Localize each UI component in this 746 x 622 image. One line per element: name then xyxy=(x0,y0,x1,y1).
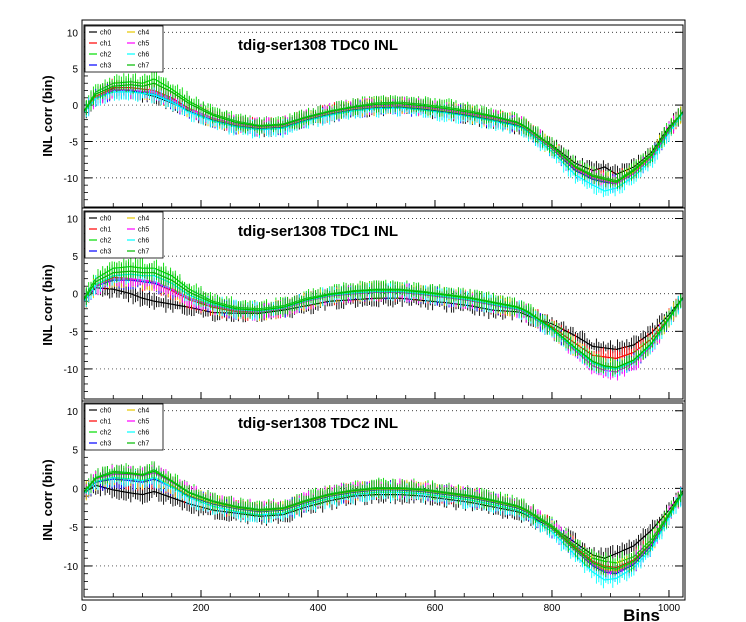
x-tick-label: 600 xyxy=(427,603,444,614)
y-tick-label: -5 xyxy=(69,137,78,148)
legend-label-ch3: ch3 xyxy=(100,63,111,70)
y-tick-label: -5 xyxy=(69,327,78,338)
y-tick-label: -5 xyxy=(69,523,78,534)
legend-label-ch7: ch7 xyxy=(138,441,149,448)
legend-label-ch4: ch4 xyxy=(138,30,149,37)
legend-label-ch0: ch0 xyxy=(100,408,111,415)
y-tick-label: 5 xyxy=(72,446,78,457)
legend-label-ch2: ch2 xyxy=(100,430,111,437)
legend: ch0 ch1 ch2 ch3 ch4 ch5 ch6 ch7 xyxy=(84,211,164,259)
legend-label-ch5: ch5 xyxy=(138,419,149,426)
y-axis-label: INL corr (bin) xyxy=(40,75,55,156)
x-tick-label: 400 xyxy=(310,603,327,614)
series-line-ch7 xyxy=(83,470,684,570)
legend-label-ch5: ch5 xyxy=(138,227,149,234)
y-tick-label: 10 xyxy=(67,215,79,226)
y-tick-label: 5 xyxy=(72,252,78,263)
legend-label-ch6: ch6 xyxy=(138,238,149,245)
legend-label-ch7: ch7 xyxy=(138,249,149,256)
x-axis-label: Bins xyxy=(623,606,660,622)
chart-title: tdig-ser1308 TDC0 INL xyxy=(238,37,398,54)
y-axis-label: INL corr (bin) xyxy=(40,459,55,540)
legend-box xyxy=(84,211,164,259)
series-line-ch7 xyxy=(83,270,684,369)
y-tick-label: -10 xyxy=(64,562,79,573)
legend-label-ch5: ch5 xyxy=(138,41,149,48)
chart-panel-0: -10 -5 0 5 10 INL corr (bin) tdig-ser1308 TDC0… xyxy=(40,19,686,209)
chart-title: tdig-ser1308 TDC2 INL xyxy=(238,415,398,432)
legend-label-ch6: ch6 xyxy=(138,430,149,437)
legend-label-ch1: ch1 xyxy=(100,227,111,234)
y-tick-label: 0 xyxy=(72,484,78,495)
legend-label-ch7: ch7 xyxy=(138,63,149,70)
chart-title: tdig-ser1308 TDC1 INL xyxy=(238,223,398,240)
legend-label-ch2: ch2 xyxy=(100,52,111,59)
chart-panel-2: -10 -5 0 5 10 0 200 400 600 800 1000 INL corr (bin)… xyxy=(40,400,686,622)
chart-panel-1: -10 -5 0 5 10 INL corr (bin) tdig-ser1308 TDC1… xyxy=(40,207,686,402)
panel-frame xyxy=(81,400,686,601)
plot-frame xyxy=(83,24,684,208)
y-tick-label: 10 xyxy=(67,28,79,39)
series-line-ch7 xyxy=(83,82,684,183)
plot-frame xyxy=(83,402,684,598)
legend-label-ch1: ch1 xyxy=(100,41,111,48)
y-axis-label: INL corr (bin) xyxy=(40,264,55,345)
y-tick-label: -10 xyxy=(64,365,79,376)
legend-label-ch4: ch4 xyxy=(138,408,149,415)
legend-label-ch3: ch3 xyxy=(100,441,111,448)
x-tick-label: 200 xyxy=(193,603,210,614)
legend-label-ch1: ch1 xyxy=(100,419,111,426)
legend: ch0 ch1 ch2 ch3 ch4 ch5 ch6 ch7 xyxy=(84,25,164,73)
legend-label-ch0: ch0 xyxy=(100,30,111,37)
y-tick-label: 0 xyxy=(72,101,78,112)
y-tick-label: -10 xyxy=(64,174,79,185)
plot-frame xyxy=(83,210,684,400)
y-tick-label: 5 xyxy=(72,65,78,76)
legend-label-ch2: ch2 xyxy=(100,238,111,245)
x-tick-label: 1000 xyxy=(658,603,681,614)
y-tick-label: 0 xyxy=(72,290,78,301)
x-tick-label: 800 xyxy=(544,603,561,614)
y-tick-label: 10 xyxy=(67,407,79,418)
legend-box xyxy=(84,25,164,73)
legend-label-ch6: ch6 xyxy=(138,52,149,59)
legend-label-ch3: ch3 xyxy=(100,249,111,256)
legend-label-ch0: ch0 xyxy=(100,216,111,223)
legend-label-ch4: ch4 xyxy=(138,216,149,223)
legend-box xyxy=(84,403,164,451)
legend: ch0 ch1 ch2 ch3 ch4 ch5 ch6 ch7 xyxy=(84,403,164,451)
x-tick-label: 0 xyxy=(81,603,87,614)
